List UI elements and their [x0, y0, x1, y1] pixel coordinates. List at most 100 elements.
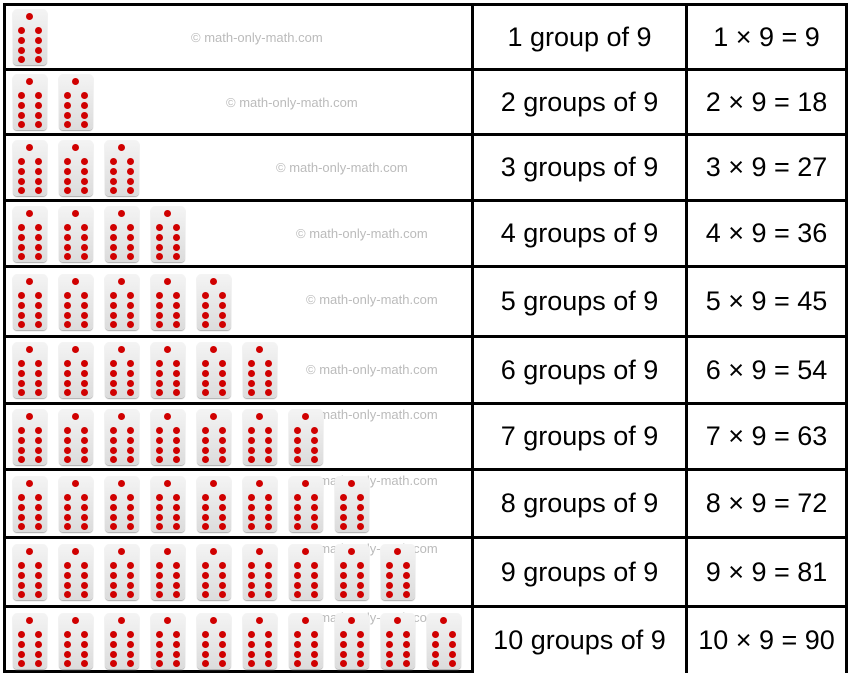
dot [202, 320, 209, 328]
nine-dot-tile [13, 612, 47, 669]
dot [248, 493, 255, 501]
dice-cell: © math-only-math.com [6, 338, 474, 402]
nine-dot-tile [151, 475, 185, 532]
nine-dot-tile [59, 612, 93, 669]
nine-dot-tile [381, 544, 415, 600]
dot [265, 455, 272, 463]
nine-dot-tile [59, 139, 93, 196]
dot [265, 370, 272, 377]
dot [110, 630, 117, 638]
dot [202, 380, 209, 387]
dot [219, 426, 226, 434]
dot [81, 591, 88, 598]
dot [357, 591, 364, 598]
dot [219, 572, 226, 579]
dice-cell: © math-only-math.com [6, 6, 474, 68]
dot [340, 522, 347, 530]
dot [311, 572, 318, 579]
dot [35, 233, 42, 241]
dot [202, 591, 209, 598]
dot [64, 630, 71, 638]
dot [202, 446, 209, 454]
groups-label: 10 groups of 9 [474, 608, 688, 673]
dot [110, 436, 117, 444]
watermark: © math-only-math.com [191, 30, 323, 45]
groups-label: 7 groups of 9 [474, 405, 688, 468]
nine-dot-tile [151, 342, 185, 398]
dot [403, 659, 410, 667]
dot [265, 380, 272, 387]
dot [35, 630, 42, 638]
dice-cell: © math-only-math.com [6, 471, 474, 536]
dot [202, 370, 209, 377]
dot [294, 503, 301, 511]
dot [18, 157, 25, 165]
dot [127, 436, 134, 444]
dot [18, 493, 25, 501]
nine-dot-tile [151, 408, 185, 465]
dot [294, 650, 301, 658]
dot [35, 659, 42, 667]
groups-label: 4 groups of 9 [474, 202, 688, 265]
nine-dot-tile [151, 612, 185, 669]
dot [202, 493, 209, 501]
dot [35, 47, 42, 54]
dot [156, 252, 163, 260]
nine-dot-tile [243, 544, 277, 600]
table-row: © math-only-math.com 5 groups of 9 5 × 9… [6, 268, 845, 338]
dot [265, 659, 272, 667]
dot [403, 582, 410, 589]
table-row: © math-only-math.com 2 groups of 9 2 × 9… [6, 71, 845, 136]
dot [35, 311, 42, 319]
dot [403, 650, 410, 658]
dot [127, 370, 134, 377]
dot [173, 360, 180, 367]
dot [294, 582, 301, 589]
dot [219, 370, 226, 377]
nine-dot-tile [105, 612, 139, 669]
dice-group [13, 475, 369, 532]
dot [449, 630, 456, 638]
dice-group [13, 544, 415, 600]
dot [265, 591, 272, 598]
dot [72, 616, 79, 624]
dot [394, 548, 401, 555]
dot [156, 223, 163, 231]
dot [81, 243, 88, 251]
dot [219, 380, 226, 387]
dot [26, 548, 33, 555]
dot [156, 572, 163, 579]
dot [64, 426, 71, 434]
dot [219, 522, 226, 530]
watermark: © math-only-math.com [306, 292, 438, 307]
dot [294, 572, 301, 579]
multiplication-table: © math-only-math.com 1 group of 9 1 × 9 … [3, 3, 848, 673]
dot [64, 446, 71, 454]
dot [219, 446, 226, 454]
nine-dot-tile [289, 544, 323, 600]
table-row: © math-only-math.com 1 group of 9 1 × 9 … [6, 6, 845, 71]
dot [348, 616, 355, 624]
dot [173, 522, 180, 530]
dot [81, 640, 88, 648]
dot [340, 562, 347, 569]
dot [357, 503, 364, 511]
dot [449, 650, 456, 658]
dot [173, 659, 180, 667]
dot [127, 177, 134, 185]
dot [164, 209, 171, 217]
dot [449, 659, 456, 667]
dot [110, 389, 117, 396]
dice-group [13, 612, 461, 669]
dot [219, 291, 226, 299]
dot [110, 243, 117, 251]
dot [127, 311, 134, 319]
nine-dot-tile [13, 408, 47, 465]
dot [26, 346, 33, 353]
dot [110, 291, 117, 299]
dot [72, 346, 79, 353]
dice-cell: © math-only-math.com [6, 405, 474, 468]
dot [18, 380, 25, 387]
dot [219, 591, 226, 598]
dot [302, 616, 309, 624]
